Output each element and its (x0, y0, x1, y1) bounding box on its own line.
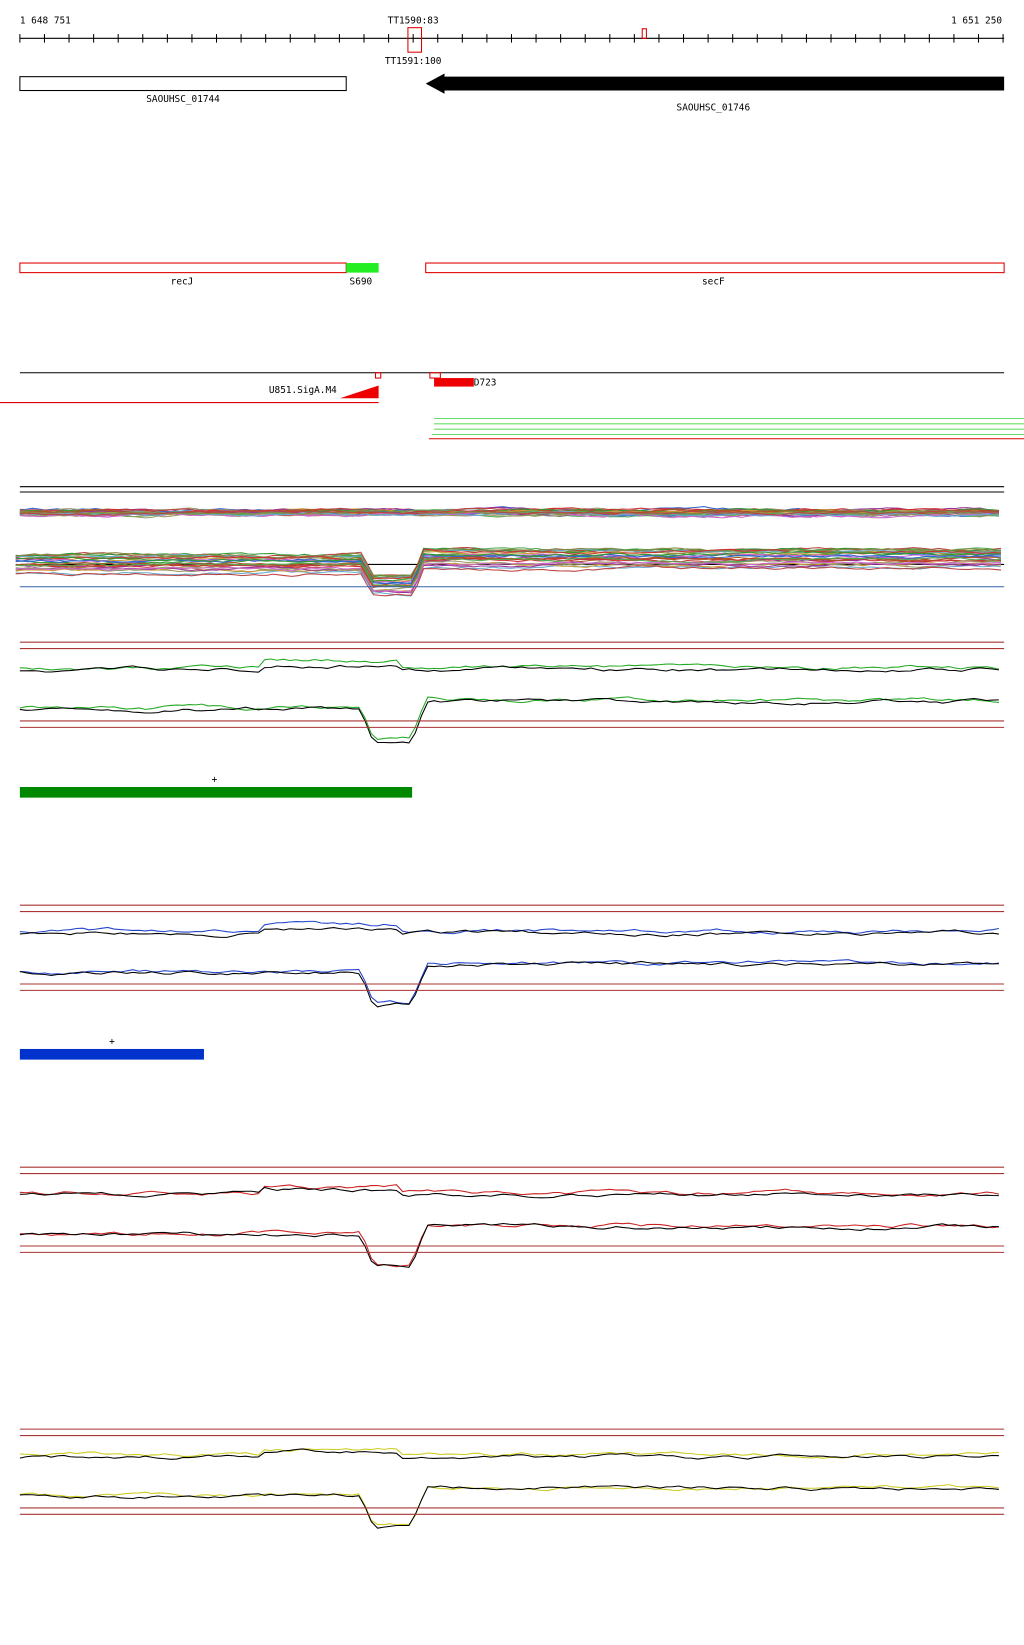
feature-track: recJ S690 secF (19, 262, 1005, 287)
terminator-label: TT1590:83 (388, 15, 439, 26)
ruler-end: 1 651 250 (951, 15, 1002, 26)
signal-line (19, 1484, 999, 1526)
transcript-track: U851.SigA.M4 D723 (0, 372, 1024, 440)
signal-line (19, 658, 999, 671)
site (374, 372, 382, 379)
signal-line (15, 556, 1002, 587)
signal-line (19, 1448, 999, 1460)
transcript-label: U851.SigA.M4 (269, 385, 337, 396)
signal-line (19, 1484, 999, 1529)
feature-label: secF (702, 276, 725, 287)
signal-line (19, 1184, 1000, 1197)
gene-label: SAOUHSC_01746 (677, 103, 751, 114)
signal-line (19, 960, 999, 1008)
segment-marker: + (109, 1037, 115, 1048)
ruler: 1 648 751 1 651 250 TT1590:83 TT1591:100 (19, 15, 1005, 67)
segment-marker: + (212, 775, 218, 786)
feature (434, 378, 474, 387)
signal-line (15, 550, 1001, 582)
feature-box (19, 262, 347, 274)
expression-tracks (15, 486, 1005, 1529)
terminator-box (407, 27, 423, 53)
signal-line (15, 559, 1002, 592)
segment-bar (19, 786, 413, 798)
signal-line (19, 696, 999, 740)
terminator-label: TT1591:100 (385, 56, 442, 67)
feature-box (346, 263, 379, 273)
feature-label: recJ (171, 276, 194, 287)
signal-line (19, 959, 999, 1005)
signal-line (15, 547, 1002, 577)
signal-line (19, 1186, 999, 1199)
signal-line (15, 553, 1002, 585)
signal-line (15, 564, 1002, 597)
signal-line (15, 561, 1001, 593)
site (429, 372, 441, 379)
signal-line (19, 509, 999, 517)
signal-line (15, 556, 1002, 587)
segment-markers: + + (19, 775, 413, 1060)
signal-line (19, 664, 999, 673)
signal-line (15, 565, 1002, 597)
feature-box (425, 262, 1005, 274)
signal-line (19, 1222, 999, 1268)
gene-box (19, 76, 347, 92)
gene-arrow (425, 73, 1005, 94)
gene-label: SAOUHSC_01744 (146, 94, 220, 105)
signal-line (19, 920, 999, 935)
signal-line (19, 509, 999, 516)
signal-line (19, 927, 999, 938)
annotation-track: SAOUHSC_01744 SAOUHSC_01746 (19, 73, 1005, 114)
signal-line (19, 1222, 999, 1268)
signal-line (19, 697, 999, 744)
ruler-start: 1 648 751 (20, 15, 71, 26)
signal-line (15, 556, 1002, 587)
transcript-label: D723 (474, 377, 497, 388)
signal-line (15, 556, 1002, 588)
terminator-box (641, 28, 647, 39)
segment-bar (19, 1048, 204, 1060)
feature-label: S690 (350, 276, 373, 287)
signal-line (15, 556, 1001, 589)
promoter (339, 385, 379, 399)
